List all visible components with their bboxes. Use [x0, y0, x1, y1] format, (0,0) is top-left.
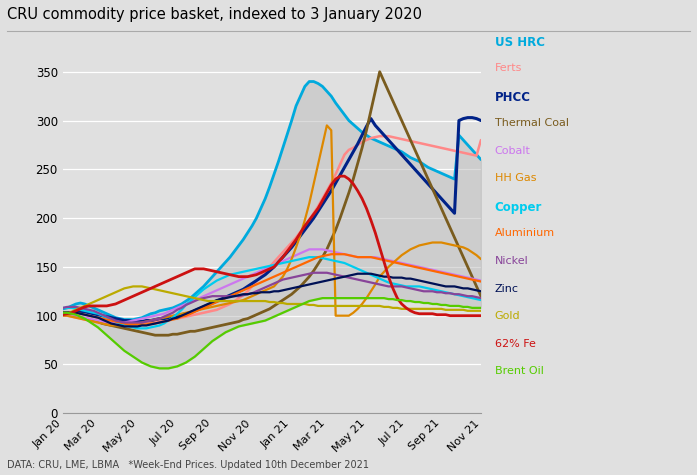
- Text: Brent Oil: Brent Oil: [495, 366, 544, 376]
- Text: HH Gas: HH Gas: [495, 173, 537, 183]
- Text: 62% Fe: 62% Fe: [495, 339, 536, 349]
- Text: US HRC: US HRC: [495, 36, 545, 48]
- Text: DATA: CRU, LME, LBMA   *Week-End Prices. Updated 10th December 2021: DATA: CRU, LME, LBMA *Week-End Prices. U…: [7, 460, 369, 470]
- Text: CRU commodity price basket, indexed to 3 January 2020: CRU commodity price basket, indexed to 3…: [7, 7, 422, 22]
- Text: Cobalt: Cobalt: [495, 146, 530, 156]
- Text: Copper: Copper: [495, 201, 542, 214]
- Text: Nickel: Nickel: [495, 256, 528, 266]
- Text: PHCC: PHCC: [495, 91, 531, 104]
- Text: Zinc: Zinc: [495, 284, 519, 294]
- Text: Ferts: Ferts: [495, 63, 522, 73]
- Text: Thermal Coal: Thermal Coal: [495, 118, 569, 128]
- Text: Aluminium: Aluminium: [495, 228, 555, 238]
- Text: Gold: Gold: [495, 311, 521, 321]
